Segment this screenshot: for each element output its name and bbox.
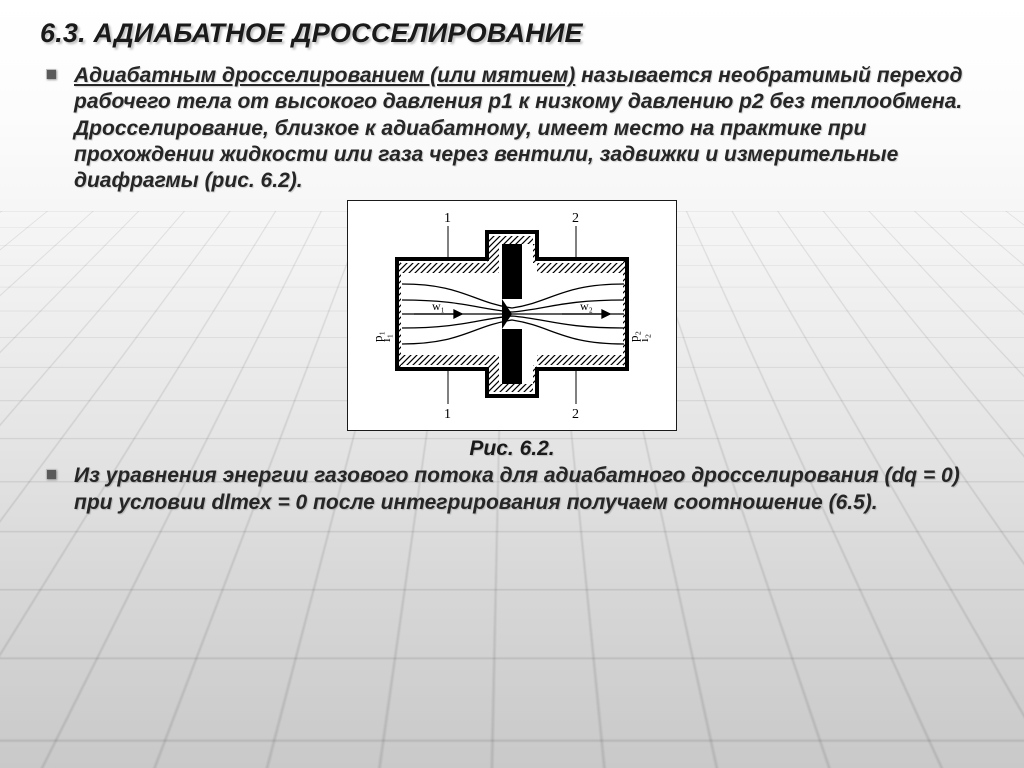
section-mark-1-bot: 1 [444,407,451,422]
label-w1: w₁ [432,299,445,313]
section-mark-2-top: 2 [572,211,579,226]
paragraph-2: Из уравнения энергии газового потока для… [74,463,984,516]
figure-frame: w₁ w₂ 1 2 1 2 p₁ i₁ p₂ i₂ [347,200,677,431]
section-mark-1-top: 1 [444,211,451,226]
label-i1: i₁ [378,334,393,342]
label-w2: w₂ [580,299,593,313]
bullet-item-2: Из уравнения энергии газового потока для… [40,463,984,516]
section-mark-2-bot: 2 [572,407,579,422]
section-heading: 6.3. АДИАБАТНОЕ ДРОССЕЛИРОВАНИЕ [40,18,984,49]
slide-content: 6.3. АДИАБАТНОЕ ДРОССЕЛИРОВАНИЕ Адиабатн… [0,0,1024,516]
figure-caption: Рис. 6.2. [469,437,554,461]
paragraph-1: Адиабатным дросселированием (или мятием)… [74,63,984,194]
label-i2: i₂ [636,334,651,342]
term-underlined: Адиабатным дросселированием (или мятием) [74,64,575,87]
figure-block: w₁ w₂ 1 2 1 2 p₁ i₁ p₂ i₂ [40,200,984,461]
throttle-diagram: w₁ w₂ 1 2 1 2 p₁ i₁ p₂ i₂ [352,204,672,424]
bullet-item-1: Адиабатным дросселированием (или мятием)… [40,63,984,194]
